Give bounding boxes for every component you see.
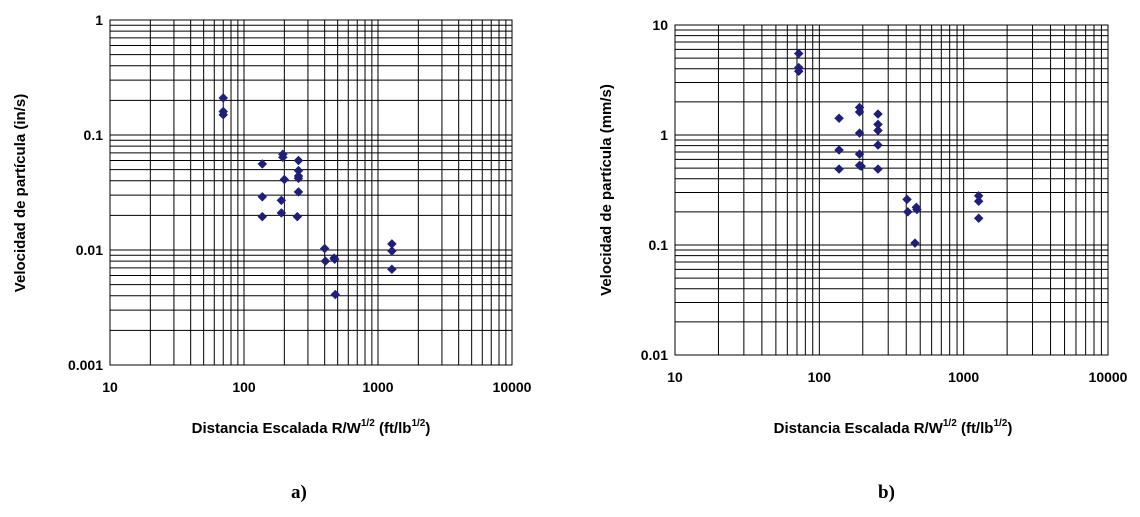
- data-point-b: [873, 109, 883, 119]
- data-point-a: [329, 254, 340, 265]
- x-axis-title-close-a: ): [425, 420, 430, 437]
- data-point-b: [856, 161, 867, 172]
- data-point-b: [854, 107, 865, 117]
- y-tick-label-a: 0.1: [84, 127, 104, 143]
- y-tick-label-a: 1: [95, 12, 103, 28]
- y-tick-labels-b: 0.01 0.1 1 10: [641, 17, 668, 363]
- data-point-a: [319, 243, 330, 254]
- data-point-a: [293, 173, 304, 184]
- data-point-b: [873, 125, 883, 136]
- x-tick-labels-a: 10 100 1000 10000: [102, 379, 531, 395]
- data-point-b: [902, 207, 913, 217]
- grid-lines-b: [675, 25, 1108, 355]
- data-point-a: [293, 187, 304, 197]
- data-point-a: [218, 109, 229, 120]
- x-tick-label-b: 10: [667, 369, 683, 385]
- data-point-b: [973, 196, 984, 207]
- x-tick-label-b: 100: [808, 369, 832, 385]
- data-point-a: [278, 152, 288, 163]
- y-tick-label-b: 0.01: [641, 347, 668, 363]
- data-point-b: [834, 164, 844, 174]
- data-point-a: [293, 155, 304, 166]
- data-point-a: [257, 211, 268, 222]
- grid-lines-a: [110, 20, 512, 365]
- data-point-a: [279, 174, 290, 185]
- data-point-a: [276, 195, 287, 206]
- chart-panel-b: 10 100 1000 10000 0.01 0.1 1 10 Distancia Esca…: [598, 17, 1128, 437]
- data-point-a: [330, 289, 341, 300]
- y-tick-label-b: 0.1: [649, 237, 669, 253]
- chart-panel-a: 10 100 1000 10000 0.001 0.01 0.1 1 Distancia E…: [12, 12, 532, 437]
- x-tick-label-b: 1000: [948, 369, 979, 385]
- data-point-a: [387, 264, 397, 275]
- y-tick-labels-a: 0.001 0.01 0.1 1: [68, 12, 103, 373]
- y-tick-label-a: 0.01: [76, 242, 103, 258]
- x-axis-title-main-b: Distancia Escalada R/W: [774, 420, 944, 437]
- plot-area-a: [109, 19, 513, 366]
- panel-label-b: b): [878, 482, 895, 503]
- data-point-b: [902, 194, 912, 205]
- data-point-b: [910, 238, 920, 248]
- y-tick-label-b: 1: [660, 127, 668, 143]
- data-point-a: [218, 93, 229, 103]
- y-tick-label-a: 0.001: [68, 357, 103, 373]
- data-point-a: [276, 208, 287, 218]
- data-point-a: [257, 159, 268, 169]
- data-point-b: [793, 48, 804, 59]
- data-point-a: [257, 191, 268, 202]
- data-point-b: [854, 149, 865, 159]
- data-point-a: [320, 256, 331, 266]
- x-axis-title-unit-b: (ft/lb: [957, 420, 994, 437]
- data-point-b: [834, 113, 844, 124]
- data-point-b: [793, 66, 804, 77]
- x-axis-title-sup2-a: 1/2: [411, 418, 425, 429]
- x-axis-title-sup1-b: 1/2: [943, 418, 957, 429]
- y-axis-title-b: Velocidad de partícula (mm/s): [598, 84, 615, 296]
- data-point-b: [873, 140, 883, 150]
- x-tick-label-b: 10000: [1089, 369, 1128, 385]
- data-point-a: [387, 246, 397, 256]
- x-axis-title-close-b: ): [1007, 420, 1012, 437]
- x-axis-title-sup1-a: 1/2: [361, 418, 375, 429]
- plot-area-b: [674, 24, 1109, 356]
- x-axis-title-main-a: Distancia Escalada R/W: [192, 420, 362, 437]
- x-tick-labels-b: 10 100 1000 10000: [667, 369, 1127, 385]
- x-tick-label-a: 100: [232, 379, 256, 395]
- data-point-b: [973, 213, 984, 224]
- x-axis-title-b: Distancia Escalada R/W1/2 (ft/lb1/2): [774, 418, 1013, 437]
- x-axis-title-unit-a: (ft/lb: [375, 420, 412, 437]
- x-tick-label-a: 1000: [362, 379, 393, 395]
- data-point-b: [912, 204, 922, 215]
- y-axis-title-a: Velocidad de partícula (in/s): [12, 94, 29, 292]
- data-point-a: [292, 211, 303, 222]
- y-tick-label-b: 10: [652, 17, 668, 33]
- x-tick-label-a: 10: [102, 379, 118, 395]
- x-axis-title-a: Distancia Escalada R/W1/2 (ft/lb1/2): [192, 418, 431, 437]
- data-point-b: [834, 145, 844, 155]
- x-axis-title-sup2-b: 1/2: [993, 418, 1007, 429]
- panel-label-a: a): [291, 482, 307, 503]
- data-points-a: [218, 93, 397, 300]
- x-tick-label-a: 10000: [493, 379, 532, 395]
- data-points-b: [793, 48, 984, 248]
- data-point-b: [854, 128, 865, 138]
- data-point-b: [873, 164, 883, 174]
